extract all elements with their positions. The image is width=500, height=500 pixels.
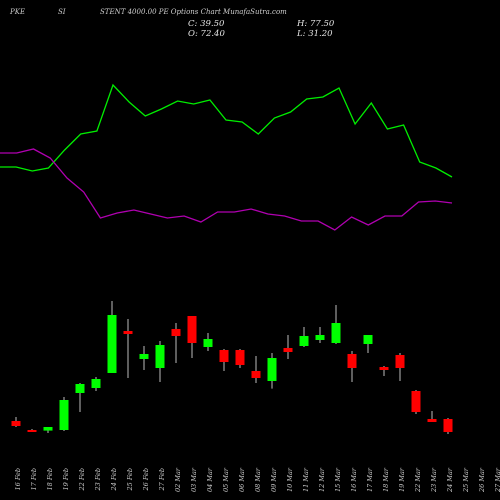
x-tick-label: 09 Mar [270,467,278,492]
x-tick-label: 22 Mar [414,467,422,493]
candle-body-down [411,391,421,412]
candle-body-down [251,371,261,378]
high-readout: H: 77.50 [297,19,335,29]
x-tick-label: 26 Mar [478,467,486,493]
x-tick-label: 08 Mar [254,467,262,492]
x-tick-label: 17 Feb [30,468,38,491]
candle-body-down [219,350,229,362]
candle-body-down [347,354,357,368]
x-tick-label: 05 Mar [222,467,230,492]
x-tick-label: 18 Feb [46,468,54,491]
x-tick-label: 19 Feb [62,468,70,491]
x-tick-label: 27 Feb [158,468,166,492]
candle-body-up [75,384,85,393]
candle-body-down [235,350,245,365]
candle-body-up [267,358,277,381]
candle-body-up [91,379,101,388]
x-tick-label: 17 Mar [366,467,374,492]
candle-body-up [59,400,69,430]
candle-body-down [283,348,293,352]
x-tick-label: 16 Feb [14,468,22,491]
x-tick-label: 22 Feb [78,468,86,492]
candle-body-up [155,345,165,368]
magenta-indicator-line [0,148,453,231]
symbol-label: PKE [10,8,26,16]
candle-body-down [187,316,197,343]
x-tick-label: 27 Mar [494,467,500,493]
candle-body-down [11,421,21,426]
candle-body-up [363,335,373,344]
x-tick-label: 23 Feb [94,468,102,492]
x-tick-label: 18 Mar [382,467,390,492]
x-tick-label: 23 Mar [430,467,438,493]
open-readout: O: 72.40 [188,29,225,39]
green-indicator-line [0,83,453,178]
x-tick-label: 03 Mar [190,467,198,492]
candle-body-up [107,315,117,373]
candle-body-down [123,331,133,334]
x-tick-label: 10 Mar [286,467,294,492]
x-tick-label: 24 Mar [446,467,454,493]
candle-body-up [43,427,53,431]
x-tick-label: 15 Mar [334,467,342,492]
x-tick-label: 25 Mar [462,467,470,493]
x-tick-label: 02 Mar [174,467,182,492]
candle-body-down [395,355,405,368]
x-tick-label: 19 Mar [398,467,406,492]
x-tick-label: 12 Mar [318,467,326,492]
candle-body-up [315,335,325,340]
x-tick-label: 25 Feb [126,468,134,492]
chart-description: STENT 4000.00 PE Options Chart MunafaSut… [100,8,287,16]
candle-body-up [331,323,341,343]
candle-body-down [443,419,453,432]
candle-body-down [27,430,37,432]
close-readout: C: 39.50 [188,19,225,29]
x-tick-label: 06 Mar [238,467,246,492]
candle-body-up [139,354,149,359]
x-tick-label: 24 Feb [110,468,118,492]
series-label: SI [58,8,66,16]
x-tick-label: 11 Mar [302,467,310,492]
low-readout: L: 31.20 [297,29,333,39]
candle-body-down [427,419,437,422]
candle-body-down [379,367,389,370]
x-tick-label: 16 Mar [350,467,358,492]
candle-body-up [203,339,213,347]
x-tick-label: 04 Mar [206,467,214,492]
candle-body-up [299,336,309,346]
candle-body-down [171,329,181,336]
x-tick-label: 26 Feb [142,468,150,492]
